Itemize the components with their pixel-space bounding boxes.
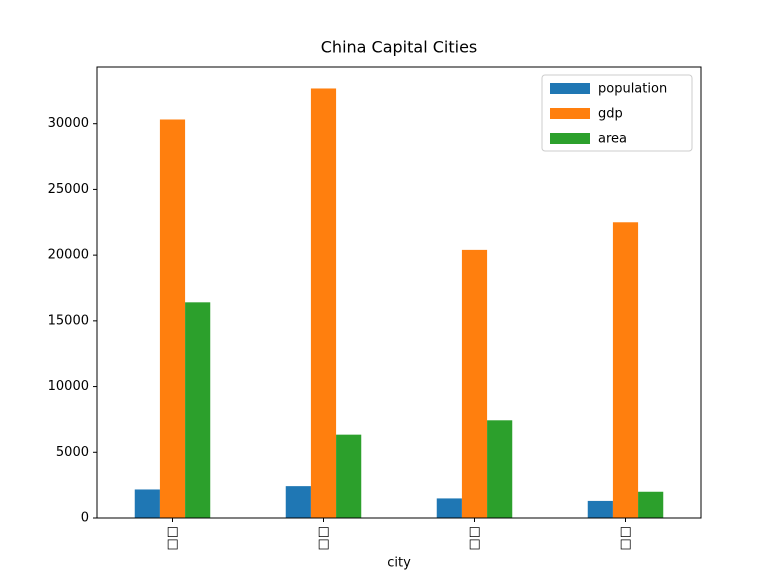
bar — [487, 420, 513, 518]
x-tick-label: □□ — [165, 526, 180, 551]
x-tick-label: □□ — [467, 526, 482, 551]
bar — [285, 486, 311, 518]
y-tick-label: 5000 — [56, 445, 89, 460]
bar — [336, 434, 362, 518]
bar — [310, 88, 337, 518]
bar — [185, 302, 211, 518]
x-axis-label: city — [387, 556, 411, 571]
legend-swatch — [550, 83, 590, 94]
bar — [159, 119, 186, 518]
legend-label: area — [598, 132, 627, 147]
bar — [638, 491, 664, 518]
y-tick-label: 30000 — [48, 116, 89, 131]
y-tick-label: 10000 — [48, 379, 89, 394]
bar — [461, 249, 488, 518]
bar — [436, 498, 462, 518]
y-tick-label: 20000 — [48, 248, 89, 263]
y-tick-label: 15000 — [48, 313, 89, 328]
plot-frame — [96, 66, 702, 519]
legend-swatch — [550, 108, 590, 119]
bar — [134, 489, 160, 518]
chart-title: China Capital Cities — [321, 38, 478, 57]
bar — [587, 500, 613, 518]
bar — [612, 222, 639, 519]
legend-label: population — [598, 82, 667, 97]
y-tick-label: 25000 — [48, 182, 89, 197]
y-tick-label: 0 — [81, 511, 89, 526]
legend-label: gdp — [598, 107, 623, 122]
x-tick-label: □□ — [316, 526, 331, 551]
legend-swatch — [550, 133, 590, 144]
x-tick-label: □□ — [618, 526, 633, 551]
